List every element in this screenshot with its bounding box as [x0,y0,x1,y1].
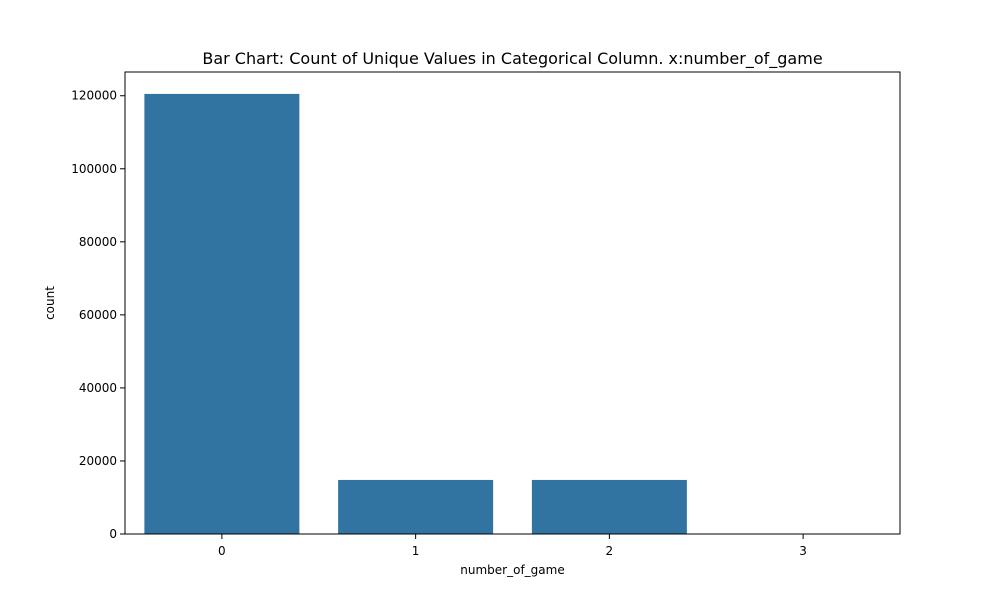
bar-2 [532,480,687,534]
x-tick-label: 3 [799,544,807,558]
y-tick-label: 80000 [79,235,117,249]
y-tick-label: 60000 [79,308,117,322]
bar-1 [338,480,493,534]
y-tick-label: 40000 [79,381,117,395]
y-tick-label: 100000 [71,162,117,176]
y-axis-ticks: 0 20000 40000 60000 80000 100000 120000 [71,89,125,541]
y-axis-label: count [43,286,57,320]
bars-layer [144,94,880,534]
chart-title: Bar Chart: Count of Unique Values in Cat… [202,49,822,69]
y-tick-label: 0 [109,527,117,541]
x-tick-label: 0 [218,544,226,558]
x-axis-label: number_of_game [460,563,564,577]
y-tick-label: 120000 [71,89,117,103]
y-tick-label: 20000 [79,454,117,468]
x-tick-label: 1 [412,544,420,558]
bar-0 [144,94,299,534]
x-axis-ticks: 0 1 2 3 [218,534,807,558]
x-tick-label: 2 [606,544,614,558]
